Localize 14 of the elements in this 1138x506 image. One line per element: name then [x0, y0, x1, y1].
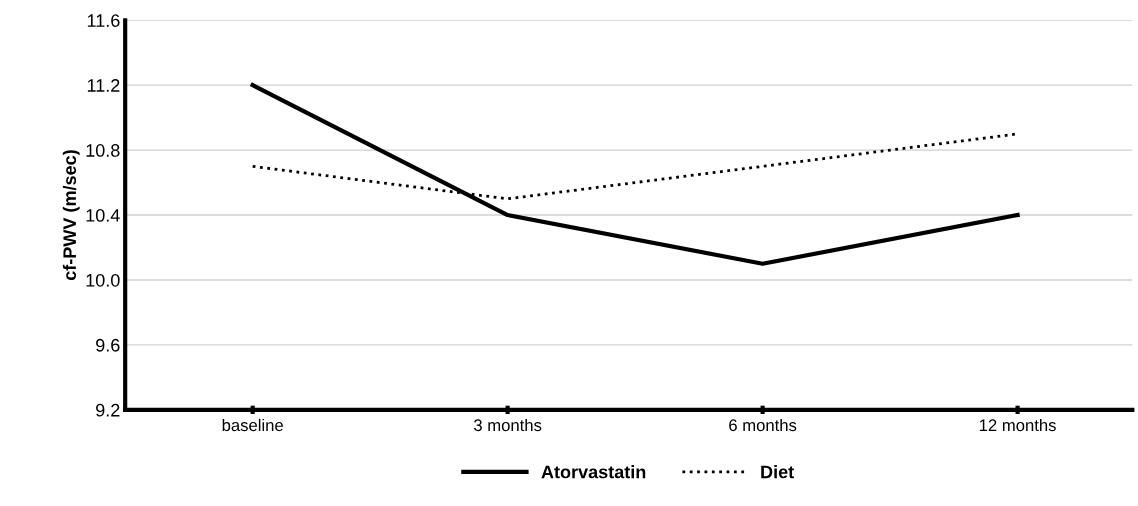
y-tick-label: 10.8	[86, 144, 120, 157]
y-tick-label: 9.6	[96, 338, 120, 352]
x-tick-label: 12 months	[979, 418, 1056, 432]
legend-label: Diet	[761, 465, 794, 479]
y-tick-label: 10.0	[86, 273, 120, 287]
y-tick-label: 11.6	[87, 14, 120, 27]
x-tick-label: 6 months	[729, 418, 797, 432]
y-axis-title: cf-PWV (m/sec)	[62, 150, 80, 281]
x-tick-label: baseline	[222, 418, 283, 432]
y-tick-label: 10.4	[86, 208, 120, 222]
legend-label: Atorvastatin	[541, 465, 646, 479]
x-tick-label: 3 months	[474, 418, 542, 432]
y-tick-label: 11.2	[87, 79, 120, 92]
y-tick-label: 9.2	[96, 403, 120, 417]
